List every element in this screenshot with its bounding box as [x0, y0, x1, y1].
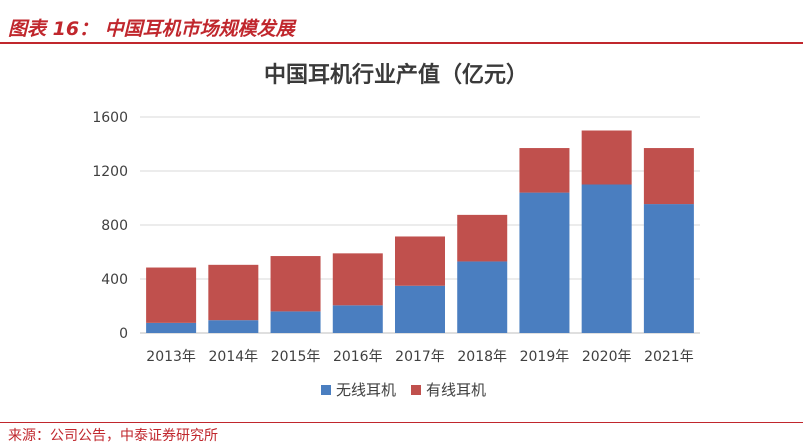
bar-wired [270, 256, 321, 312]
y-tick-label: 1200 [92, 164, 128, 180]
y-tick-label: 1600 [92, 110, 128, 126]
bar-wired [146, 267, 197, 323]
legend-label: 无线耳机 [336, 381, 396, 399]
x-axis-ticks: 2013年 2014年 2015年 2016年 2017年 2018年 2019年 2020年… [146, 349, 693, 365]
figure-title: 图表 16： 中国耳机市场规模发展 [8, 18, 295, 40]
bar-wired [457, 214, 508, 262]
bar-wireless [332, 305, 383, 333]
bar-wired [208, 264, 259, 321]
x-tick-label: 2015年 [271, 349, 321, 365]
y-tick-label: 400 [101, 272, 128, 288]
legend-item-wireless: 无线耳机 [321, 381, 396, 399]
bars [146, 130, 694, 333]
legend: 无线耳机 有线耳机 [321, 381, 486, 399]
figure-header: 图表 16： 中国耳机市场规模发展 [0, 0, 803, 44]
bar-wireless [395, 285, 445, 333]
x-tick-label: 2020年 [582, 349, 632, 365]
legend-label: 有线耳机 [426, 381, 486, 399]
header-divider [0, 42, 803, 44]
bar-wireless [208, 320, 259, 333]
source-note: 来源：公司公告，中泰证券研究所 [8, 428, 218, 444]
legend-swatch [321, 385, 331, 395]
legend-item-wired: 有线耳机 [411, 381, 486, 399]
bar-wireless [457, 261, 508, 333]
source-divider [0, 422, 803, 423]
x-tick-label: 2014年 [209, 349, 259, 365]
chart-title: 中国耳机行业产值（亿元） [264, 62, 528, 88]
bar-wired [519, 148, 570, 193]
y-tick-label: 800 [101, 218, 128, 234]
bar-wireless [581, 184, 632, 333]
x-tick-label: 2018年 [457, 349, 507, 365]
x-tick-label: 2019年 [520, 349, 570, 365]
bar-wired [581, 130, 632, 185]
x-tick-label: 2013年 [146, 349, 196, 365]
y-axis-ticks: 0 400 800 1200 1600 [92, 110, 128, 342]
bar-wired [395, 236, 445, 286]
x-tick-label: 2021年 [644, 349, 694, 365]
x-tick-label: 2016年 [333, 349, 383, 365]
bar-wireless [146, 322, 197, 333]
legend-swatch [411, 385, 421, 395]
bar-wireless [270, 311, 321, 333]
bar-wired [643, 148, 694, 205]
bar-wired [332, 253, 383, 306]
bar-wireless [519, 192, 570, 333]
y-tick-label: 0 [119, 326, 128, 342]
bar-wireless [643, 204, 694, 333]
x-tick-label: 2017年 [395, 349, 445, 365]
